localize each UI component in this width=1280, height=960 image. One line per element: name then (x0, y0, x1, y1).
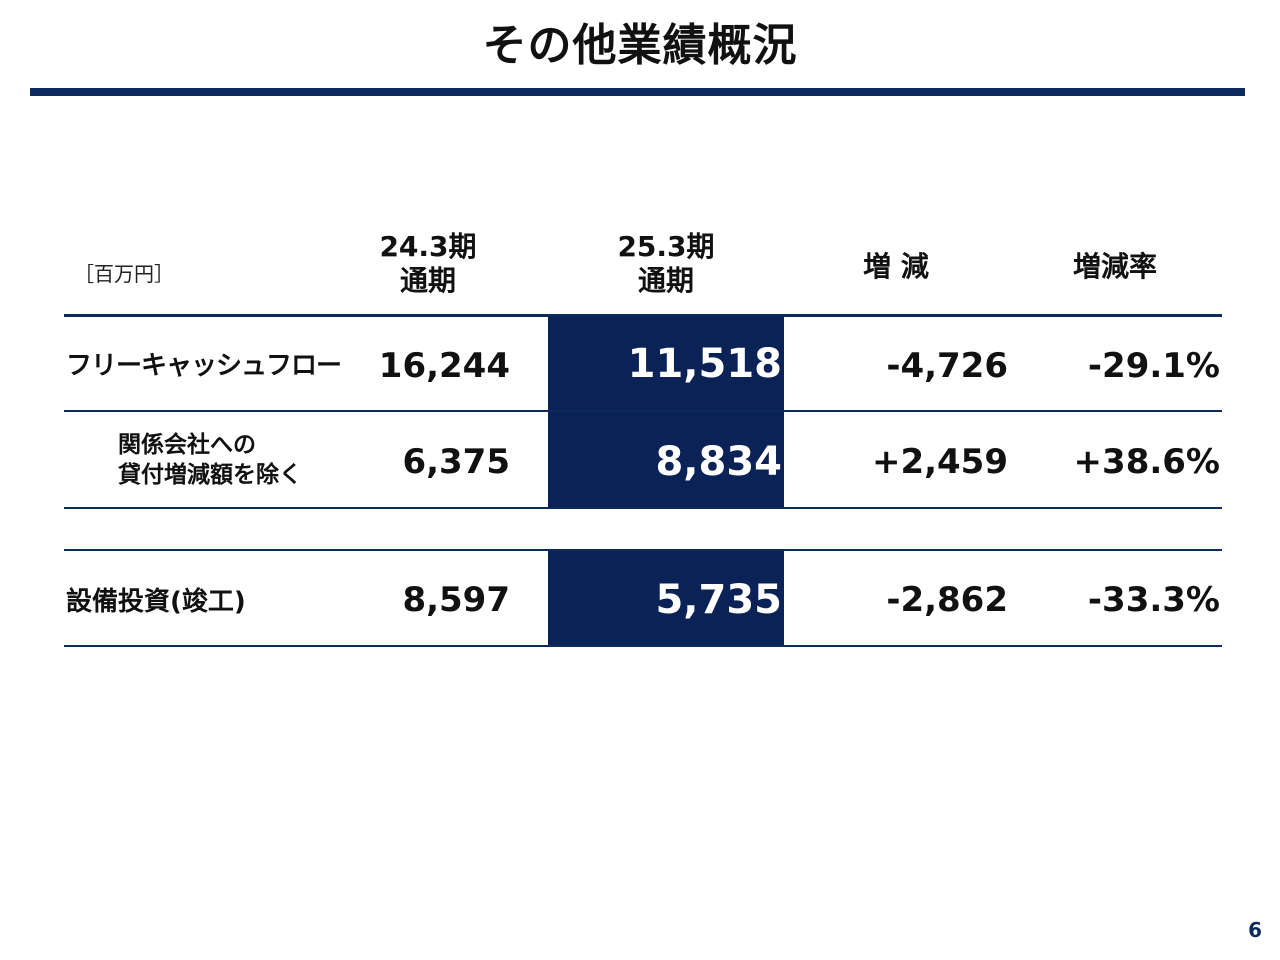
cell-capex-curr: 5,735 (655, 577, 782, 623)
page-number: 6 (1248, 918, 1262, 942)
row-label-line: 関係会社への (118, 432, 256, 458)
highlight-cell-bg-capex (548, 550, 784, 646)
column-header-prev-scope: 通期 (399, 264, 456, 297)
column-header-rate: 増減率 (1072, 250, 1157, 283)
row-divider (64, 645, 1222, 647)
cell-capex-change: -2,862 (886, 580, 1008, 620)
cell-capex-prev: 8,597 (402, 580, 510, 620)
column-header-curr-scope: 通期 (637, 264, 694, 297)
cell-fcf-prev: 16,244 (378, 346, 510, 386)
row-divider (64, 410, 1222, 412)
title-divider (30, 88, 1245, 96)
row-label-free-cash-flow: フリーキャッシュフロー (66, 351, 342, 381)
highlight-cell-bg-loans (548, 412, 784, 508)
slide-title: その他業績概況 (482, 20, 798, 71)
header-divider (64, 314, 1222, 317)
cell-loans-prev: 6,375 (402, 442, 510, 482)
column-header-prev-period: 24.3期 (379, 230, 477, 263)
highlight-cell-bg-fcf (548, 316, 784, 410)
cell-capex-rate: -33.3% (1087, 580, 1220, 620)
row-divider (64, 549, 1222, 551)
cell-fcf-curr: 11,518 (627, 341, 782, 387)
cell-loans-rate: +38.6% (1073, 442, 1220, 482)
cell-loans-change: +2,459 (871, 442, 1008, 482)
row-divider (64, 507, 1222, 509)
row-label-line: 貸付増減額を除く (118, 462, 302, 488)
column-header-curr: 25.3期 通期 (586, 230, 746, 298)
unit-label: ［百万円］ (74, 262, 174, 286)
cell-fcf-change: -4,726 (886, 346, 1008, 386)
column-header-prev: 24.3期 通期 (348, 230, 508, 298)
row-label-capex: 設備投資(竣工) (66, 587, 246, 617)
cell-loans-curr: 8,834 (655, 439, 782, 485)
column-header-curr-period: 25.3期 (617, 230, 715, 263)
column-header-change: 増 減 (863, 250, 929, 283)
row-label-excluding-affiliate-loans: 関係会社への 貸付増減額を除く (118, 430, 302, 490)
cell-fcf-rate: -29.1% (1087, 346, 1220, 386)
